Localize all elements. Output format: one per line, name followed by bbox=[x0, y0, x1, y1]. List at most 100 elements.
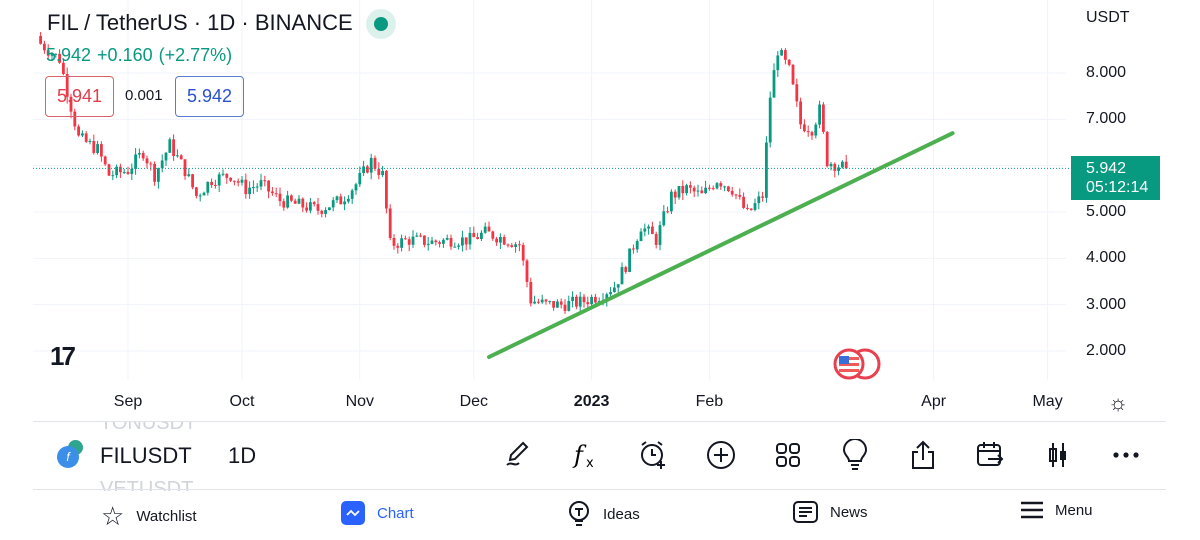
market-open-indicator bbox=[366, 9, 396, 39]
candle bbox=[373, 157, 377, 169]
candle bbox=[244, 179, 248, 195]
candle bbox=[43, 43, 46, 51]
candle bbox=[39, 35, 42, 44]
candle bbox=[191, 174, 194, 188]
prev-symbol[interactable]: TONUSDT bbox=[100, 412, 197, 434]
timeframe-selector[interactable]: 1D bbox=[228, 443, 257, 468]
svg-text:f: f bbox=[572, 441, 587, 469]
candle bbox=[472, 232, 476, 238]
symbol-selector[interactable]: FILUSDT bbox=[100, 443, 192, 468]
candle bbox=[305, 207, 308, 211]
candle bbox=[461, 237, 464, 246]
ideas-bulb-icon[interactable] bbox=[837, 437, 873, 473]
time-label: Dec bbox=[459, 393, 489, 410]
candle bbox=[103, 156, 107, 165]
next-symbol[interactable]: VETUSDT bbox=[100, 478, 194, 500]
share-icon[interactable] bbox=[905, 437, 941, 473]
candle bbox=[734, 194, 738, 196]
candle bbox=[324, 210, 327, 214]
candle bbox=[749, 208, 753, 210]
candle bbox=[586, 302, 590, 305]
draw-icon[interactable] bbox=[501, 437, 537, 473]
candle bbox=[464, 237, 468, 245]
alert-clock-icon[interactable] bbox=[635, 437, 671, 473]
candle bbox=[825, 131, 829, 167]
candle bbox=[670, 191, 673, 212]
candle bbox=[548, 301, 552, 303]
sell-button[interactable]: 5.941 bbox=[45, 76, 114, 117]
candle bbox=[278, 193, 282, 202]
price-change: +0.160 bbox=[97, 45, 153, 65]
candle bbox=[795, 84, 799, 102]
more-icon[interactable] bbox=[1108, 437, 1144, 473]
candle bbox=[58, 53, 61, 63]
tradingview-logo[interactable]: 17 bbox=[50, 341, 76, 371]
candle bbox=[715, 183, 719, 189]
candle bbox=[761, 196, 764, 198]
candle bbox=[339, 196, 343, 205]
candle bbox=[290, 195, 293, 201]
candle bbox=[495, 238, 498, 243]
add-circle-icon[interactable] bbox=[703, 437, 739, 473]
candle bbox=[624, 267, 628, 272]
nav-label: Watchlist bbox=[136, 508, 197, 525]
candle bbox=[369, 157, 373, 173]
candle bbox=[635, 241, 639, 250]
candle bbox=[829, 163, 833, 167]
candle bbox=[457, 245, 460, 247]
candle bbox=[780, 50, 783, 56]
chart-settings-icon[interactable]: ☼ bbox=[1108, 390, 1129, 415]
candle bbox=[449, 238, 453, 247]
candle bbox=[198, 195, 202, 197]
nav-menu[interactable]: Menu bbox=[1021, 501, 1093, 519]
candle bbox=[236, 181, 240, 183]
nav-chart[interactable]: Chart bbox=[341, 501, 414, 525]
candle bbox=[499, 237, 502, 243]
time-label: Feb bbox=[695, 393, 724, 410]
candle bbox=[651, 226, 654, 235]
candle bbox=[738, 195, 742, 197]
candle bbox=[654, 234, 658, 245]
candle bbox=[96, 144, 99, 153]
candle bbox=[814, 124, 818, 136]
candle bbox=[613, 287, 616, 293]
candle bbox=[297, 198, 301, 204]
candle-type-icon[interactable] bbox=[1040, 437, 1076, 473]
candle bbox=[681, 186, 685, 194]
calendar-replay-icon[interactable] bbox=[972, 437, 1008, 473]
nav-news[interactable]: News bbox=[793, 501, 868, 523]
buy-button[interactable]: 5.942 bbox=[175, 76, 244, 117]
candle bbox=[438, 242, 441, 244]
candle bbox=[806, 131, 810, 133]
candle bbox=[407, 239, 411, 245]
candle bbox=[582, 296, 586, 303]
candle bbox=[400, 238, 403, 248]
candle bbox=[632, 248, 635, 250]
price-chart[interactable] bbox=[0, 0, 1200, 420]
candle bbox=[46, 50, 50, 56]
candle bbox=[92, 141, 96, 153]
candle bbox=[673, 191, 677, 198]
economic-events-icon[interactable] bbox=[831, 348, 885, 385]
candle bbox=[772, 70, 776, 98]
trend-line[interactable] bbox=[487, 131, 955, 360]
candle bbox=[122, 171, 126, 173]
candle bbox=[312, 202, 316, 205]
candle bbox=[164, 152, 168, 161]
candle bbox=[172, 139, 175, 156]
candle bbox=[594, 296, 597, 303]
candle bbox=[354, 184, 358, 191]
candle bbox=[88, 141, 92, 143]
candle bbox=[662, 211, 666, 226]
layouts-grid-icon[interactable] bbox=[770, 437, 806, 473]
candle bbox=[430, 240, 434, 244]
candle bbox=[559, 301, 563, 305]
nav-ideas[interactable]: Ideas bbox=[567, 501, 640, 527]
candle bbox=[685, 185, 688, 194]
nav-watchlist[interactable]: ☆ Watchlist bbox=[101, 501, 197, 532]
symbol-title: FIL / TetherUS · 1D · BINANCE bbox=[47, 10, 353, 35]
candle bbox=[252, 187, 255, 189]
candle bbox=[134, 154, 137, 169]
candle bbox=[502, 237, 506, 245]
